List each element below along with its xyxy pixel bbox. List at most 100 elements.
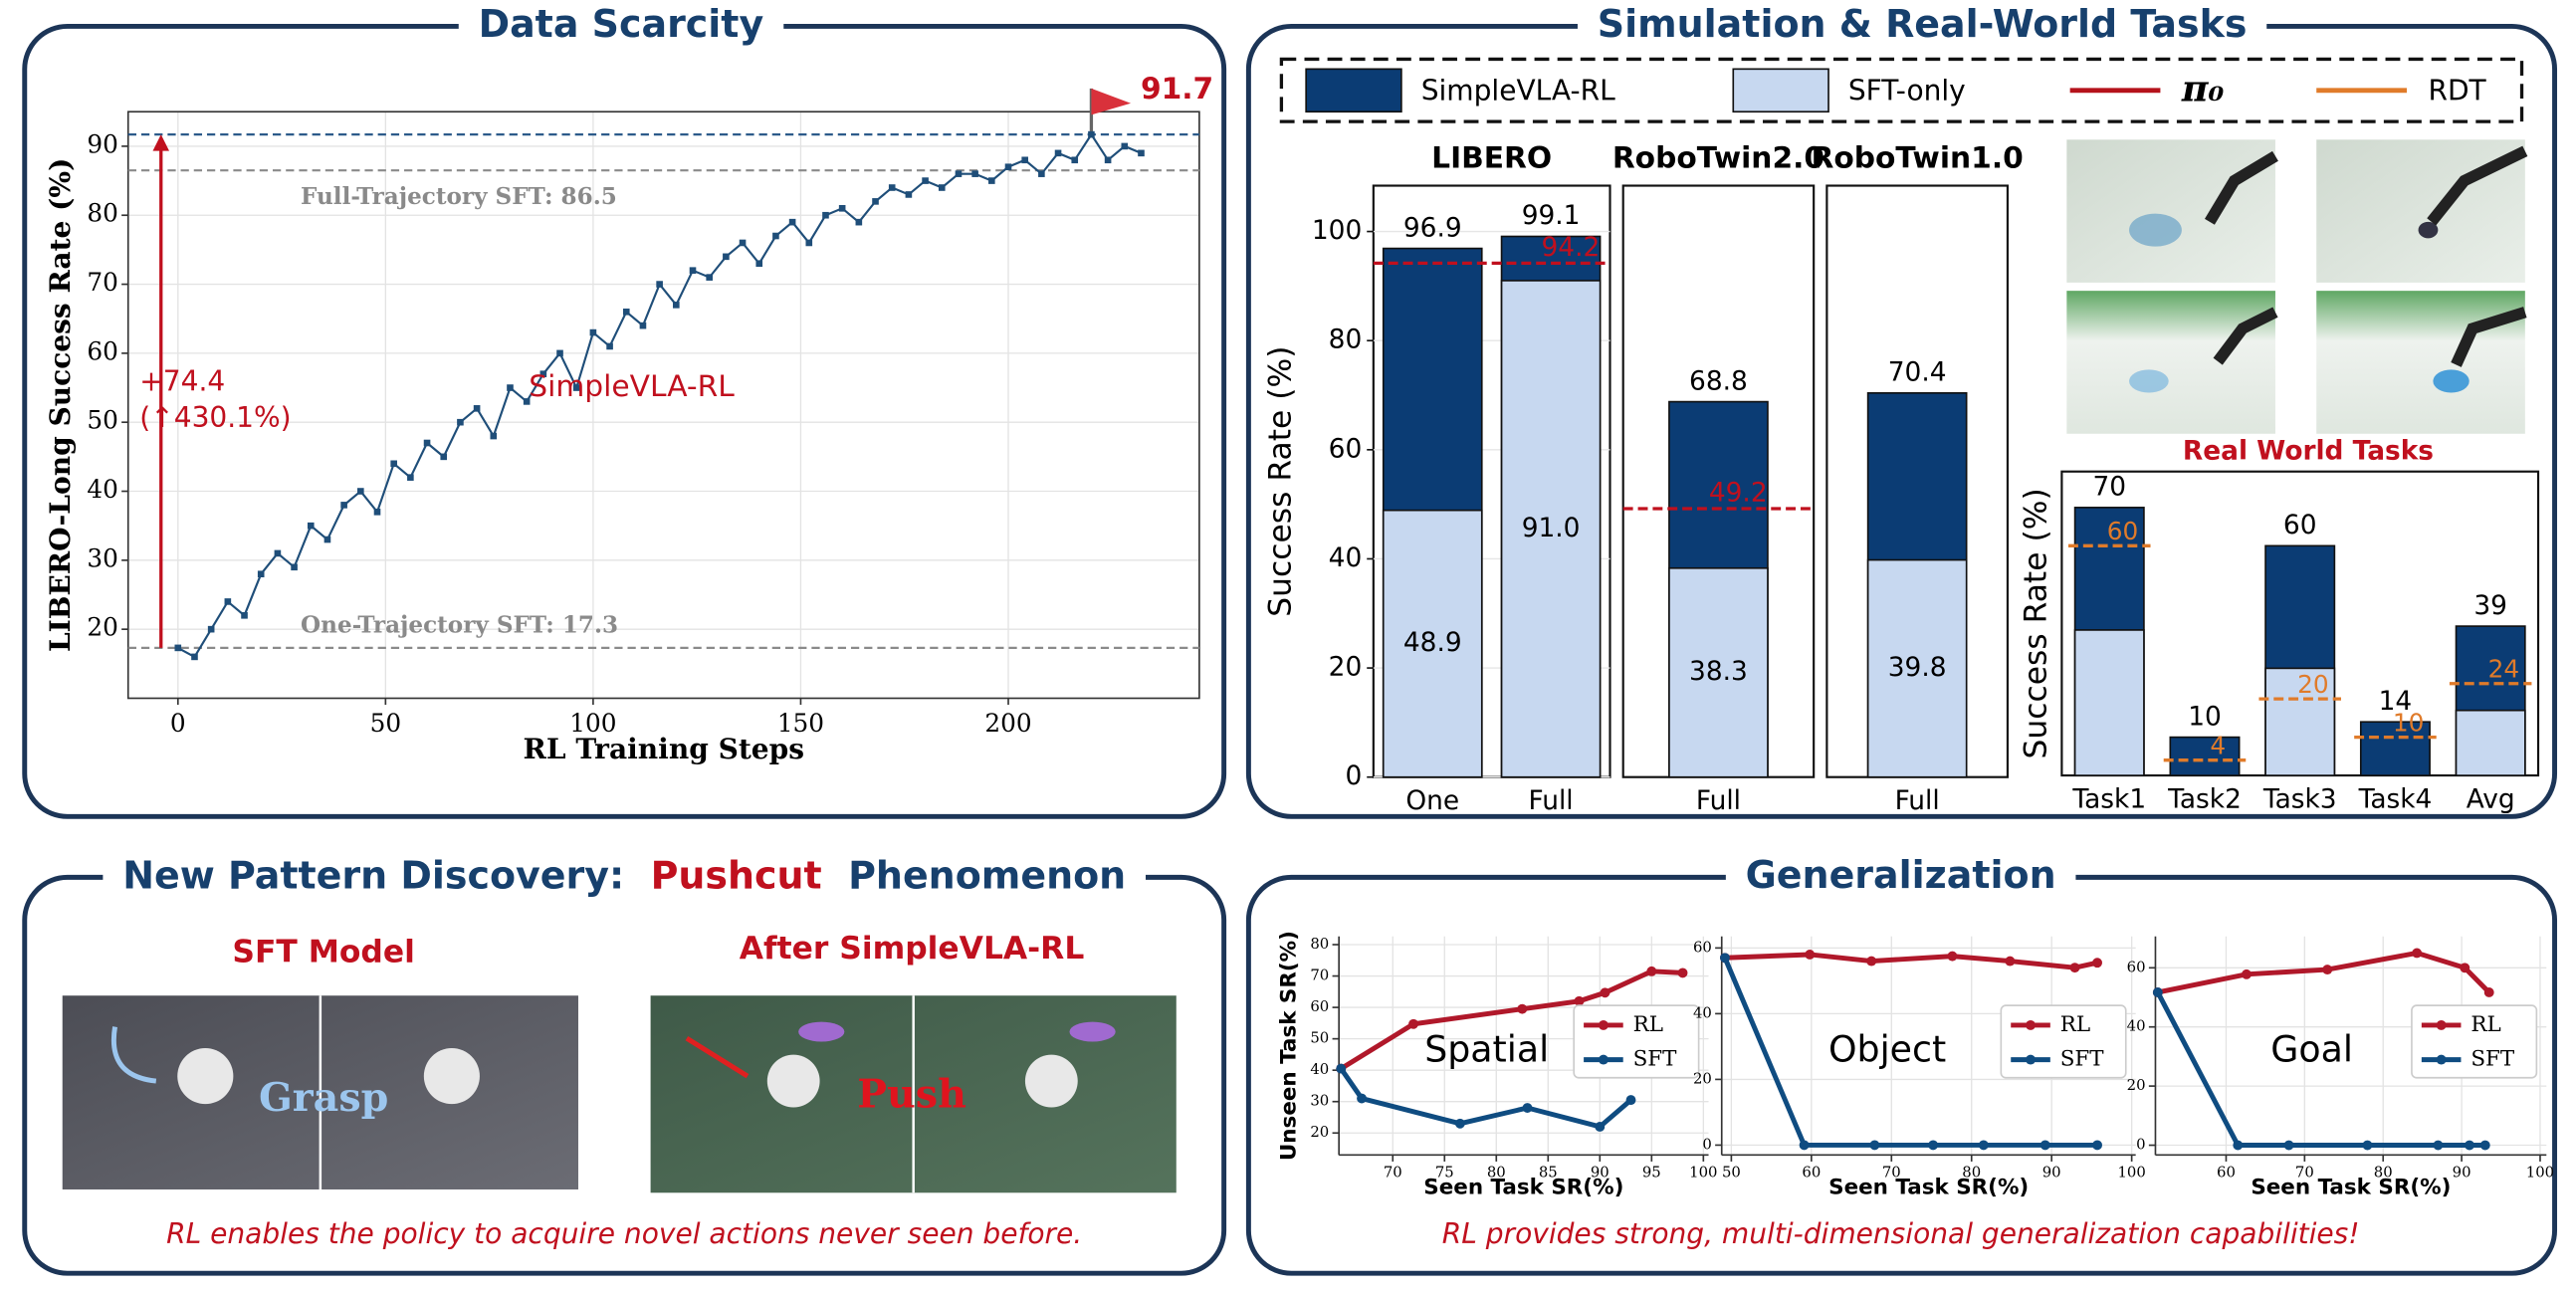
point [191,653,198,661]
y-tick-label: 30 [1310,1092,1329,1110]
point [423,439,431,447]
y-tick-label: 0 [1702,1135,1711,1153]
y-tick-label: 20 [1310,1123,1329,1141]
point [1121,142,1129,150]
x-tick-label: 200 [984,709,1031,738]
point [373,509,381,516]
chart-title: LIBERO [1431,141,1552,176]
legend-label: RL [2470,1012,2500,1037]
panel-label: Object [1828,1027,1946,1070]
marker-label: 24 [2488,655,2519,684]
point [988,177,995,184]
x-tick-label: 50 [1722,1164,1741,1182]
value-label: 39 [2473,590,2507,621]
legend-label: RL [1633,1012,1663,1037]
point [323,536,331,543]
marker-label: 10 [2393,708,2425,737]
point [905,191,913,198]
point [2465,1140,2474,1151]
photos-caption: Real World Tasks [2183,435,2434,466]
y-tick-label: 60 [1693,938,1712,956]
point [2005,956,2016,967]
real-world-photos [2066,139,2528,434]
x-tick-label: Task3 [2262,783,2337,814]
point [523,398,531,405]
x-tick-label: 90 [1591,1164,1610,1182]
point [1869,1140,1880,1151]
pushcut-photos [62,995,1177,1193]
series-label: SimpleVLA-RL [529,369,735,404]
point [2283,1140,2294,1151]
x-axis-label: Seen Task SR(%) [1423,1175,1623,1199]
photo-object [423,1048,480,1105]
point [1574,995,1585,1006]
y-tick-label: 20 [87,613,117,642]
bar [1668,566,1769,778]
x-tick-label: Avg [2467,783,2515,814]
x-tick-label: 0 [170,709,186,738]
y-tick-label: 20 [1329,652,1363,683]
x-tick-label: 85 [1539,1164,1558,1182]
y-axis-label: Success Rate (%) [1262,346,1298,617]
y-tick-label: 40 [2127,1017,2146,1035]
x-tick-label: 100 [1689,1164,1717,1182]
bar [2455,709,2526,776]
photo-label: SFT Model [232,934,414,969]
series-line [1724,952,2098,970]
section-title: Data Scarcity [479,2,764,46]
y-tick-label: 60 [1329,433,1363,464]
legend-label: SFT-only [1848,74,1966,107]
y-tick-label: 100 [1312,215,1362,246]
motion-arrow [110,1026,157,1084]
bar [2073,629,2145,776]
x-tick-label: Full [1895,785,1940,816]
y-tick-label: 60 [87,336,117,365]
x-tick-label: 100 [2117,1164,2145,1182]
point [639,322,647,329]
value-label: 70.4 [1888,357,1947,388]
point [2483,987,2494,997]
y-axis-label: Unseen Task SR(%) [1277,931,1302,1161]
legend-label: RDT [2428,74,2486,107]
legend-swatch [1305,68,1402,113]
annotation: +74.4 [139,365,225,398]
point [2433,1140,2444,1151]
x-tick-label: 60 [2217,1164,2236,1182]
x-tick-label: Task4 [2358,783,2433,814]
panel-label: Spatial [1424,1027,1549,1070]
point [1038,170,1045,177]
annotation: (↑430.1%) [139,401,291,434]
x-tick-label: 75 [1435,1164,1454,1182]
photo-object [798,1021,845,1042]
title-highlight: Pushcut [651,853,822,897]
x-tick-label: Task1 [2071,783,2146,814]
plot-frame [126,110,1200,700]
title-background [1577,0,2267,50]
point [606,342,613,350]
point [1928,1140,1939,1151]
y-tick-label: 80 [1329,324,1363,355]
bar [2169,736,2241,776]
point [1522,1103,1533,1113]
y-tick-label: 80 [87,199,117,228]
point [955,170,963,177]
point [2460,963,2470,973]
point [938,184,946,191]
point [457,418,464,426]
point [1600,987,1610,998]
y-tick-label: 30 [87,543,117,572]
y-tick-label: 70 [87,268,117,297]
x-tick-label: 100 [569,709,616,738]
point [822,211,829,219]
photo-object [1024,1054,1078,1108]
x-tick-label: 70 [1384,1164,1402,1182]
x-tick-label: 70 [1882,1164,1901,1182]
point [1054,149,1062,157]
point [673,302,680,309]
y-tick-label: 70 [1310,967,1329,984]
x-tick-label: Full [1529,785,1574,816]
value-label: 38.3 [1689,656,1748,687]
point [539,370,547,377]
bar-chart: 0 20 40 60 80 100 LIBERO Success Rate (%) 96.9 99… [1262,141,1611,816]
point [1336,1063,1347,1074]
